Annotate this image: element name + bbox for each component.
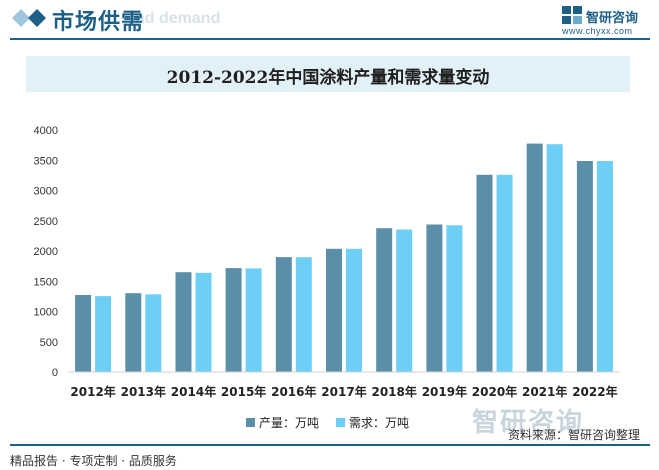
header-divider: [10, 38, 650, 40]
legend: 产量：万吨 需求：万吨: [0, 414, 659, 432]
bar-demand: [295, 257, 312, 372]
bar-demand: [95, 296, 112, 372]
x-tick-label: 2021年: [522, 384, 567, 399]
y-tick-label: 2000: [34, 246, 58, 258]
y-tick-label: 0: [52, 367, 58, 379]
x-tick-label: 2014年: [171, 384, 216, 399]
x-tick-label: 2018年: [371, 384, 416, 399]
y-tick-label: 3500: [34, 155, 58, 167]
bar-production: [275, 257, 292, 372]
logo: 智研咨询 www.chyxx.com: [562, 5, 652, 37]
logo-name: 智研咨询: [586, 11, 639, 26]
x-tick-label: 2022年: [572, 384, 617, 399]
bar-demand: [596, 161, 613, 372]
footer-slogan: 精品报告 · 专项定制 · 品质服务: [10, 454, 177, 468]
x-tick-label: 2019年: [422, 384, 467, 399]
x-tick-label: 2013年: [121, 384, 166, 399]
y-tick-label: 500: [40, 337, 58, 349]
x-tick-label: 2017年: [321, 384, 366, 399]
diamond-decoration-icon: [12, 9, 46, 27]
y-tick-label: 2500: [34, 216, 58, 228]
section-title: 市场供需: [52, 10, 145, 35]
y-tick-label: 1500: [34, 276, 58, 288]
bar-demand: [446, 225, 463, 372]
bar-production: [125, 293, 142, 372]
legend-swatch-demand: [336, 418, 345, 427]
y-tick-label: 4000: [34, 125, 58, 137]
y-tick-label: 1000: [34, 307, 58, 319]
legend-label-demand: 需求：万吨: [349, 416, 410, 430]
bar-production: [326, 248, 342, 372]
chart-title-band: 2012-2022年中国涂料产量和需求量变动: [26, 56, 630, 92]
footer-divider: [10, 444, 650, 446]
header: nd demand 市场供需 智研咨询 www.chyxx.com: [0, 0, 659, 40]
bar-demand: [145, 294, 162, 372]
x-tick-label: 2015年: [221, 384, 266, 399]
bar-demand: [396, 229, 413, 372]
x-tick-label: 2016年: [271, 384, 316, 399]
bar-production: [526, 143, 543, 372]
y-axis: 0 500 1000 1500 2000 2500 3000 3500 4000: [34, 125, 58, 379]
bar-production: [376, 228, 393, 372]
legend-swatch-production: [246, 418, 255, 427]
bars: [75, 143, 613, 372]
y-tick-label: 3000: [34, 186, 58, 198]
logo-url: www.chyxx.com: [562, 26, 633, 36]
source-note: 资料来源：智研咨询整理: [508, 428, 641, 442]
bar-demand: [346, 248, 362, 372]
bar-production: [476, 174, 493, 372]
bar-demand: [546, 144, 563, 372]
chart-title: 2012-2022年中国涂料产量和需求量变动: [166, 68, 490, 88]
bar-demand: [195, 272, 212, 372]
x-axis: 2012年 2013年 2014年 2015年 2016年 2017年 2018年 2019年…: [68, 371, 620, 399]
bar-production: [175, 272, 192, 372]
bar-demand: [496, 174, 513, 372]
bar-demand: [245, 268, 262, 372]
bar-production: [426, 224, 443, 372]
bar-production: [75, 295, 92, 372]
legend-label-production: 产量：万吨: [259, 416, 320, 430]
bar-production: [225, 268, 242, 372]
x-tick-label: 2020年: [472, 384, 517, 399]
section-subtitle: nd demand: [135, 10, 221, 27]
bar-production: [576, 161, 593, 372]
logo-mark-icon: [562, 6, 582, 24]
watermark-logo: 智研咨询: [472, 408, 585, 438]
x-tick-label: 2012年: [70, 384, 115, 399]
